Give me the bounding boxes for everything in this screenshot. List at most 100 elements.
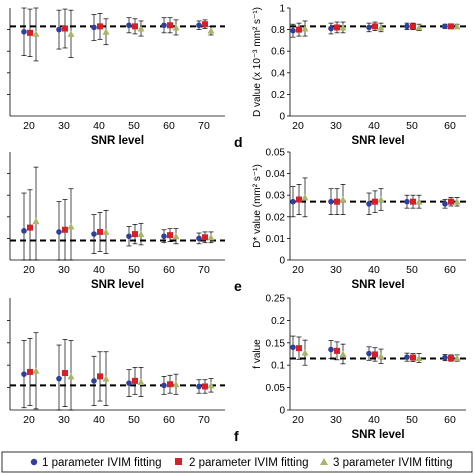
legend-frame [1, 451, 473, 473]
x-tick-label: 20 [292, 120, 304, 132]
data-point-series2 [62, 370, 68, 377]
data-point-series3 [67, 372, 75, 380]
panel-letter: f [234, 428, 239, 444]
chart-panel-5: 20 30 40 50 60 70 [7, 298, 225, 426]
x-tick-label: 60 [163, 120, 175, 132]
data-point-series2 [334, 198, 340, 205]
data-point-series3 [102, 228, 110, 235]
x-tick-label: 40 [368, 414, 380, 426]
data-point-series3 [137, 230, 145, 238]
data-point-series3 [172, 232, 180, 240]
x-tick-label: 30 [58, 264, 70, 276]
y-tick-label: 0.25 [266, 294, 286, 305]
x-tick-label: 30 [58, 414, 70, 426]
data-point-series1 [366, 24, 372, 31]
data-point-series2 [334, 347, 340, 354]
data-point-series3 [339, 196, 347, 203]
legend: 1 parameter IVIM fitting 2 parameter IVI… [1, 451, 473, 473]
data-point-series1 [56, 26, 62, 33]
legend-marker-series1 [30, 458, 38, 466]
data-point-series3 [32, 30, 40, 37]
data-point-series2 [97, 373, 103, 380]
data-point-series3 [172, 380, 180, 388]
data-point-series3 [207, 27, 215, 34]
y-tick-label: 0.01 [266, 234, 286, 245]
x-tick-label: 20 [292, 264, 304, 276]
data-point-series3 [301, 25, 309, 32]
data-point-series2 [448, 355, 454, 362]
data-point-series2 [97, 23, 103, 30]
data-point-series2 [132, 377, 138, 384]
y-tick-label: 1 [279, 4, 285, 15]
data-point-series3 [137, 378, 145, 385]
data-point-series3 [32, 367, 40, 374]
x-axis-title: SNR level [91, 135, 144, 147]
data-point-series3 [415, 354, 423, 362]
data-point-series1 [91, 24, 97, 31]
chart-panel-6: 0 0.05 0.1 0.15 0.2 0.25 20 30 40 50 60 SNR level f … [234, 294, 466, 444]
x-axis-title: SNR level [91, 279, 144, 291]
data-point-series2 [62, 226, 68, 233]
y-tick-label: 0.4 [271, 68, 285, 79]
data-point-series3 [339, 23, 347, 31]
data-point-series3 [67, 30, 75, 37]
legend-label-series1: 1 parameter IVIM fitting [42, 457, 162, 469]
data-point-series1 [366, 350, 372, 357]
data-point-series3 [207, 381, 215, 389]
y-tick-label: 0 [279, 112, 285, 123]
legend-marker-series2 [175, 458, 182, 465]
data-point-series1 [126, 233, 132, 240]
y-tick-label: 0.8 [271, 25, 285, 36]
data-point-series3 [377, 352, 385, 360]
y-tick-label: 0.02 [266, 212, 286, 223]
legend-label-series3: 3 parameter IVIM fitting [333, 457, 453, 469]
y-tick-label: 0 [279, 406, 285, 417]
x-tick-label: 50 [128, 120, 140, 132]
chart-panel-1: 20 30 40 50 60 70 SNR level [7, 7, 225, 147]
data-point-series2 [62, 25, 68, 32]
data-point-series1 [161, 22, 167, 29]
chart-panel-3: 20 30 40 50 60 70 SNR level [7, 152, 225, 291]
data-point-series1 [328, 346, 334, 353]
data-point-series3 [207, 233, 215, 241]
data-point-series1 [328, 198, 334, 205]
data-point-series2 [202, 21, 208, 28]
x-axis-title: SNR level [351, 279, 404, 291]
data-point-series1 [290, 198, 296, 205]
data-point-series2 [202, 234, 208, 241]
data-point-series3 [32, 217, 40, 225]
data-point-series1 [21, 28, 27, 35]
y-tick-label: 0.05 [266, 148, 286, 159]
y-tick-label: 0.03 [266, 191, 286, 202]
y-axis-title: D value (x 10⁻³ mm² s⁻¹) [252, 7, 263, 117]
data-point-series3 [102, 28, 110, 35]
data-point-series2 [448, 198, 454, 205]
data-point-series2 [97, 228, 103, 235]
data-point-series2 [27, 224, 33, 231]
chart-panels: 20 30 40 50 60 70 SNR level 0 0.2 0.4 0.6 0.8 1 20 30 4… [7, 4, 466, 444]
data-point-series1 [56, 375, 62, 382]
y-tick-label: 0.05 [266, 383, 286, 394]
x-tick-label: 20 [23, 120, 35, 132]
data-point-series1 [91, 378, 97, 384]
x-tick-label: 40 [93, 414, 105, 426]
x-axis-title: SNR level [351, 429, 404, 441]
chart-panel-2: 0 0.2 0.4 0.6 0.8 1 20 30 40 50 60 SNR level D value… [234, 4, 466, 150]
x-tick-label: 30 [330, 264, 342, 276]
data-point-series3 [301, 193, 309, 201]
data-point-series1 [161, 233, 167, 240]
x-tick-label: 30 [330, 414, 342, 426]
y-axis-title: D* value (mm² s⁻¹) [252, 164, 263, 248]
data-point-series3 [137, 25, 145, 32]
data-point-series3 [172, 23, 180, 31]
x-tick-label: 20 [292, 414, 304, 426]
data-point-series1 [442, 201, 448, 207]
x-tick-label: 40 [368, 264, 380, 276]
x-tick-label: 30 [58, 120, 70, 132]
x-tick-label: 60 [163, 264, 175, 276]
data-point-series1 [404, 198, 410, 205]
data-point-series2 [448, 23, 454, 30]
data-point-series1 [442, 354, 448, 361]
y-tick-label: 0 [279, 256, 285, 267]
data-point-series2 [132, 23, 138, 30]
